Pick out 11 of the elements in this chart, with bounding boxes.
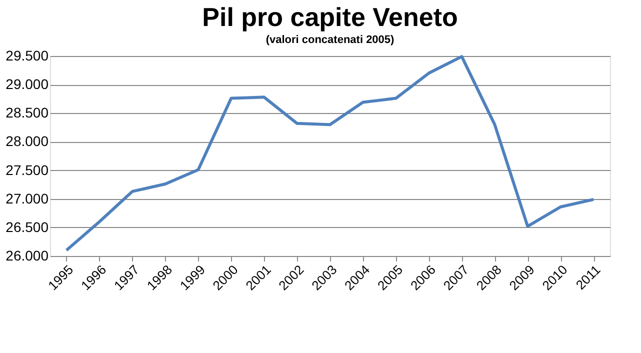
y-tick-label: 28.500 (6, 104, 49, 121)
line-series (64, 55, 596, 252)
y-tick-label: 27.500 (6, 162, 49, 178)
chart-subtitle: (valori concatenati 2005) (266, 34, 395, 46)
chart-title: Pil pro capite Veneto (202, 2, 458, 32)
y-tick-label: 27.000 (6, 190, 49, 206)
y-tick-label: 26.500 (6, 218, 49, 235)
y-tick-label: 29.500 (6, 48, 49, 64)
y-tick-label: 28.000 (6, 133, 49, 150)
y-tick-label: 26.000 (6, 248, 49, 264)
y-tick-label: 29.000 (6, 76, 49, 92)
